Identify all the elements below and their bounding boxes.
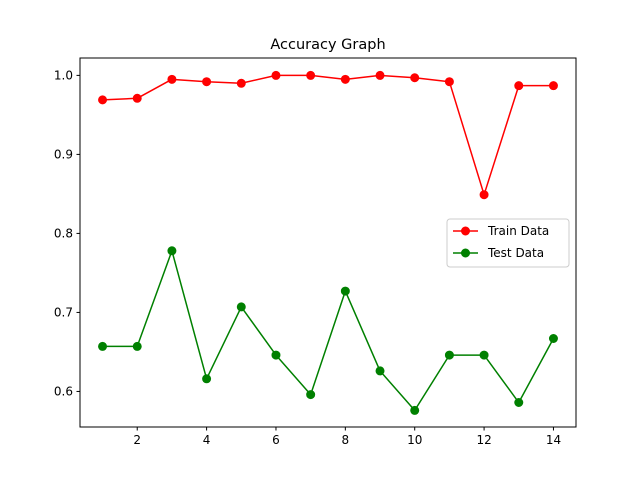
train-data-line: [102, 74, 554, 196]
x-tick-label: 6: [272, 433, 280, 447]
x-tick-label: 2: [133, 433, 141, 447]
legend-label-train-data: Train Data: [487, 224, 549, 238]
train-data-point: [340, 74, 350, 84]
y-tick-label: 1.0: [54, 68, 73, 82]
train-data-point: [548, 81, 558, 91]
test-data-point: [236, 302, 246, 312]
y-tick-label: 0.7: [54, 305, 73, 319]
test-data-point: [444, 350, 454, 360]
series-layer: [98, 70, 558, 415]
y-axis: 0.6 0.7 0.8 0.9 1.0: [54, 68, 80, 398]
train-data-point: [202, 77, 212, 87]
test-data-point: [167, 246, 177, 256]
test-data-point: [98, 341, 108, 351]
test-data-point: [271, 350, 281, 360]
train-data-point: [410, 73, 420, 83]
legend-marker-test-data: [461, 248, 470, 258]
train-data-point: [167, 74, 177, 84]
test-data-point: [375, 366, 385, 376]
test-data-point: [410, 405, 420, 415]
test-data-point: [306, 390, 316, 400]
train-data-point: [479, 190, 489, 200]
test-data-line: [102, 250, 555, 412]
train-data-point: [271, 70, 281, 80]
train-data-point: [236, 78, 246, 88]
test-data-point: [340, 286, 350, 296]
x-tick-label: 8: [342, 433, 350, 447]
y-tick-label: 0.8: [54, 226, 73, 240]
legend-label-test-data: Test Data: [487, 246, 544, 260]
train-data-point: [306, 70, 316, 80]
y-tick-label: 0.9: [54, 147, 73, 161]
chart-title: Accuracy Graph: [270, 37, 385, 53]
legend: Train Data Test Data: [446, 218, 570, 268]
legend-marker-train-data: [461, 226, 470, 236]
test-data-point: [548, 334, 558, 344]
y-tick-label: 0.6: [54, 384, 73, 398]
train-data-point: [514, 81, 524, 91]
test-data-point: [479, 350, 489, 360]
test-data-point: [514, 398, 524, 408]
test-data-point: [202, 374, 212, 384]
train-data-point: [375, 70, 385, 80]
train-data-point: [98, 95, 108, 105]
x-axis: 2 4 6 8 10 12 14: [133, 427, 561, 447]
x-tick-label: 10: [407, 433, 422, 447]
plot-area: [79, 57, 577, 428]
test-data-point: [132, 341, 142, 351]
train-data-point: [444, 77, 454, 87]
x-tick-label: 14: [546, 433, 561, 447]
train-data-point: [132, 93, 142, 103]
x-tick-label: 4: [203, 433, 211, 447]
x-tick-label: 12: [476, 433, 491, 447]
